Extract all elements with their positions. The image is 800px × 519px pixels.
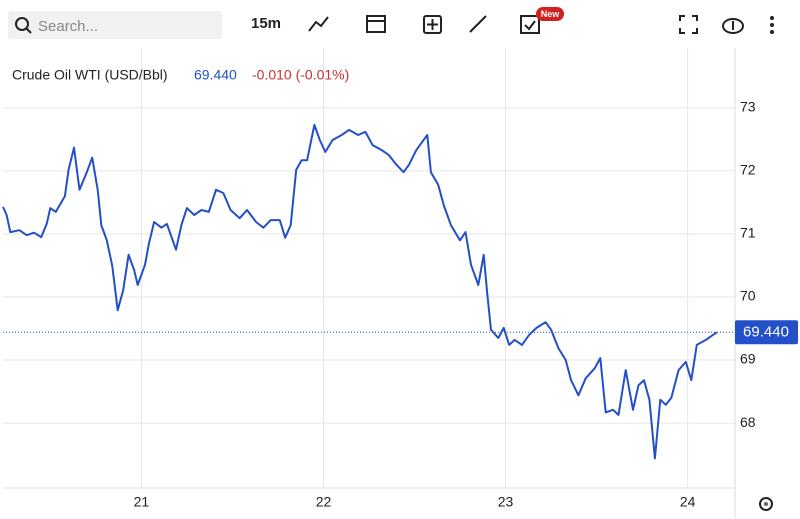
x-tick-label: 24 [680, 494, 696, 510]
chart-type-button[interactable] [308, 16, 329, 32]
interval-button[interactable]: 15m [251, 15, 281, 32]
last-price: 69.440 [194, 67, 237, 83]
y-tick-label: 70 [740, 288, 756, 304]
x-tick-label: 22 [316, 494, 332, 510]
instrument-name: Crude Oil WTI (USD/Bbl) [12, 67, 168, 83]
last-price-box [735, 320, 798, 345]
y-tick-label: 68 [740, 414, 756, 430]
last-price-tag: 69.440 [743, 323, 789, 340]
y-tick-label: 71 [740, 225, 756, 241]
fullscreen-button[interactable] [679, 15, 698, 34]
x-tick-label: 21 [134, 494, 150, 510]
y-tick-label: 69 [740, 351, 756, 367]
new-badge [536, 7, 564, 21]
download-button[interactable] [722, 18, 744, 34]
draw-button[interactable] [469, 15, 487, 33]
add-button[interactable] [423, 15, 442, 34]
menu-button[interactable] [770, 16, 774, 34]
search-placeholder: Search... [38, 18, 98, 35]
settings-button[interactable] [759, 497, 773, 511]
new-badge-text: New [541, 9, 561, 19]
x-tick-label: 23 [498, 494, 514, 510]
y-tick-label: 72 [740, 162, 756, 178]
search-box[interactable] [8, 11, 222, 39]
price-line [2, 123, 718, 460]
price-change: -0.010 (-0.01%) [252, 67, 349, 83]
events-button[interactable] [520, 15, 540, 34]
search-icon [25, 27, 32, 34]
search-icon [15, 17, 29, 31]
y-tick-label: 73 [740, 99, 756, 115]
calendar-button[interactable] [366, 15, 386, 33]
